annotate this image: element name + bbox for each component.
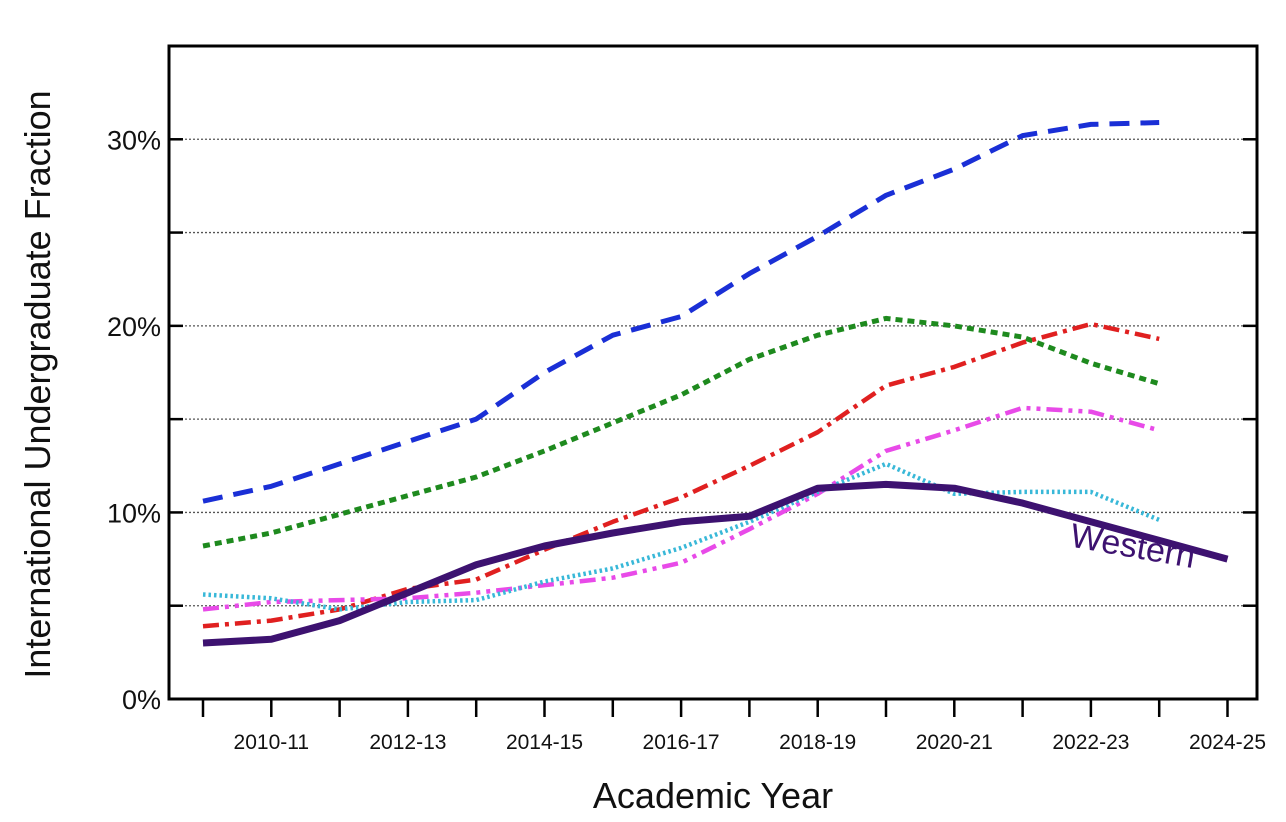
series-annotation: Western bbox=[1067, 517, 1198, 576]
y-tick-label: 0% bbox=[122, 685, 161, 715]
x-tick-label: 2024-25 bbox=[1189, 731, 1266, 754]
x-tick-label: 2014-15 bbox=[506, 731, 583, 754]
x-axis-title: Academic Year bbox=[593, 775, 833, 816]
y-tick-label: 30% bbox=[107, 125, 161, 155]
x-tick-label: 2012-13 bbox=[369, 731, 446, 754]
series-line-1 bbox=[202, 120, 1160, 504]
series-line-5 bbox=[202, 461, 1161, 612]
plot-frame bbox=[167, 44, 1259, 701]
grid-lines bbox=[169, 138, 1257, 607]
annotations: Western bbox=[1067, 517, 1198, 576]
x-tick-label: 2010-11 bbox=[234, 731, 310, 754]
x-tick-label: 2016-17 bbox=[643, 731, 720, 754]
x-tick-label: 2020-21 bbox=[916, 731, 993, 754]
series-line-3 bbox=[202, 321, 1160, 629]
axis-ticks bbox=[169, 138, 1257, 717]
y-tick-label: 20% bbox=[107, 312, 161, 342]
x-tick-label: 2018-19 bbox=[779, 731, 856, 754]
y-tick-label: 10% bbox=[107, 498, 161, 528]
tick-labels: 0% 10% 20% 30% 2010-11 2012-13 2014-15 2016-17 2… bbox=[107, 125, 1266, 754]
x-tick-label: 2022-23 bbox=[1052, 731, 1129, 754]
series-line-4 bbox=[202, 405, 1160, 612]
series-line-6 bbox=[202, 480, 1229, 647]
series-lines bbox=[202, 120, 1229, 647]
y-axis-title: International Undergraduate Fraction bbox=[17, 90, 58, 678]
